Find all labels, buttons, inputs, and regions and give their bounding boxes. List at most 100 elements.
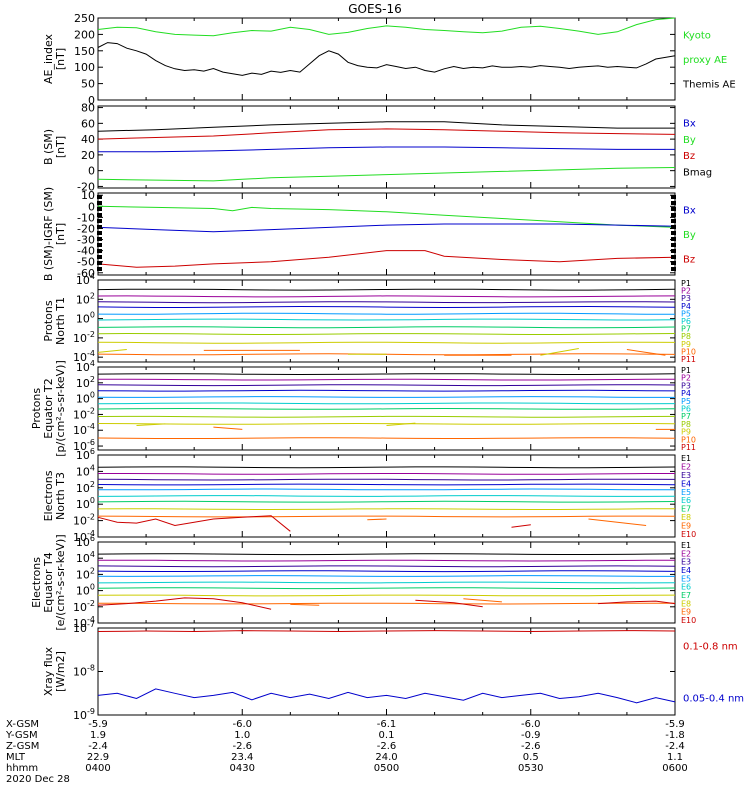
series-bdiff-2 bbox=[97, 250, 676, 268]
edge-marker-right bbox=[671, 207, 676, 211]
ytick-label-xray-1: 10-8 bbox=[73, 664, 95, 679]
legend-bdiff-1: By bbox=[683, 230, 696, 241]
legend-pn-9: P10 bbox=[681, 347, 696, 356]
legend-pe-2: P3 bbox=[681, 381, 691, 390]
edge-marker-right bbox=[671, 201, 676, 205]
channel-segment-ee-0 bbox=[97, 597, 272, 610]
legend-ae-2: Themis AE bbox=[682, 80, 736, 91]
edge-marker-left bbox=[97, 231, 102, 235]
ytick-label-en-0: 106 bbox=[76, 447, 95, 462]
edge-marker-right bbox=[671, 249, 676, 253]
legend-xray-1: 0.05-0.4 nm bbox=[683, 694, 744, 705]
series-bsm-2 bbox=[97, 128, 676, 140]
channel-line-en-7 bbox=[97, 508, 676, 511]
edge-marker-right bbox=[671, 243, 676, 247]
channel-segment-pe-0 bbox=[136, 423, 166, 426]
legend-bdiff-0: Bx bbox=[683, 205, 696, 216]
xaxis-value-0-1: -6.0 bbox=[232, 719, 252, 730]
channel-segment-ee-3 bbox=[463, 598, 502, 603]
channel-segment-en-0 bbox=[97, 515, 291, 532]
channel-line-ee-3 bbox=[97, 570, 676, 573]
channel-line-pn-8 bbox=[97, 341, 676, 344]
ylabel-xray: Xray flux[W/m2] bbox=[42, 646, 67, 696]
legend-en-1: E2 bbox=[681, 462, 691, 471]
channel-segment-pe-1 bbox=[213, 426, 243, 430]
ytick-label-ee-5: 10-4 bbox=[73, 615, 95, 630]
xaxis-value-3-4: 1.1 bbox=[667, 752, 683, 763]
ytick-label-bdiff-6: -50 bbox=[77, 256, 95, 269]
edge-marker-left bbox=[97, 201, 102, 205]
xaxis-row-label-1: Y-GSM bbox=[5, 730, 38, 741]
panel-frame-pn bbox=[97, 279, 676, 363]
ytick-label-ee-1: 104 bbox=[76, 550, 95, 565]
channel-line-ee-0 bbox=[97, 553, 676, 556]
series-bsm-3 bbox=[97, 121, 675, 132]
legend-pe-9: P10 bbox=[681, 435, 696, 444]
channel-segment-en-1 bbox=[367, 518, 387, 521]
channel-line-ee-8 bbox=[97, 602, 676, 605]
series-xray-0 bbox=[97, 630, 676, 633]
ytick-label-pn-1: 102 bbox=[76, 291, 95, 306]
edge-marker-left bbox=[97, 255, 102, 259]
xaxis-value-3-2: 24.0 bbox=[375, 752, 397, 763]
ytick-label-bsm-0: -20 bbox=[77, 180, 95, 193]
channel-line-en-5 bbox=[97, 495, 676, 497]
xaxis-value-2-0: -2.4 bbox=[88, 741, 108, 752]
xaxis-value-0-2: -6.1 bbox=[377, 719, 397, 730]
edge-marker-left bbox=[97, 267, 102, 271]
channel-segment-ee-4 bbox=[598, 600, 676, 605]
channel-line-pe-3 bbox=[97, 389, 676, 392]
ytick-label-bdiff-7: -60 bbox=[77, 267, 95, 280]
channel-line-en-4 bbox=[98, 488, 675, 491]
series-bdiff-0 bbox=[97, 205, 676, 228]
legend-pe-3: P4 bbox=[681, 389, 691, 398]
xaxis-value-4-4: 0600 bbox=[662, 763, 687, 774]
channel-segment-en-3 bbox=[588, 518, 647, 526]
xaxis-row-label-4: hhmm bbox=[6, 763, 38, 774]
edge-marker-right bbox=[671, 267, 676, 271]
edge-marker-left bbox=[97, 225, 102, 229]
legend-ee-8: E9 bbox=[681, 608, 691, 617]
ytick-label-pn-4: 10-4 bbox=[73, 349, 95, 364]
ytick-label-bdiff-5: -40 bbox=[77, 245, 95, 258]
legend-pe-4: P5 bbox=[681, 397, 691, 406]
xaxis-value-4-3: 0530 bbox=[518, 763, 543, 774]
legend-ae-0: Kyoto bbox=[683, 30, 711, 41]
legend-pe-6: P7 bbox=[681, 412, 691, 421]
legend-pn-5: P6 bbox=[681, 317, 691, 326]
ytick-label-ee-0: 106 bbox=[76, 534, 95, 549]
legend-bsm-0: Bx bbox=[683, 118, 696, 129]
channel-line-en-3 bbox=[97, 483, 676, 486]
legend-en-2: E3 bbox=[681, 471, 691, 480]
ytick-label-pe-4: 10-4 bbox=[73, 422, 95, 437]
channel-line-en-2 bbox=[97, 478, 676, 481]
ytick-label-pe-1: 102 bbox=[76, 375, 95, 390]
channel-line-pe-7 bbox=[97, 415, 676, 418]
panel-frame-bdiff bbox=[97, 192, 676, 276]
ylabel-bsm: B (SM)[nT] bbox=[42, 129, 67, 165]
ytick-label-bdiff-1: 0 bbox=[88, 200, 95, 213]
legend-en-9: E10 bbox=[681, 530, 696, 539]
legend-en-6: E7 bbox=[681, 505, 691, 514]
channel-segment-pn-4 bbox=[540, 348, 579, 356]
legend-en-7: E8 bbox=[681, 513, 691, 522]
legend-ee-2: E3 bbox=[681, 558, 691, 567]
legend-bsm-2: Bz bbox=[683, 151, 695, 162]
channel-line-pn-1 bbox=[97, 295, 676, 298]
channel-line-ee-4 bbox=[97, 575, 675, 577]
channel-line-pe-9 bbox=[97, 437, 676, 439]
edge-marker-right bbox=[671, 255, 676, 259]
legend-bsm-3: Bmag bbox=[683, 168, 712, 179]
xaxis-row-label-3: MLT bbox=[6, 752, 26, 763]
channel-line-pn-4 bbox=[97, 312, 675, 315]
ylabel-en: ElectronsNorth T3 bbox=[42, 470, 67, 521]
edge-marker-left bbox=[97, 237, 102, 241]
channel-line-pn-5 bbox=[97, 318, 676, 321]
channel-line-pe-4 bbox=[97, 396, 675, 398]
channel-segment-ee-2 bbox=[415, 599, 483, 608]
edge-marker-left bbox=[97, 207, 102, 211]
channel-line-pn-6 bbox=[97, 326, 676, 329]
xaxis-value-2-4: -2.4 bbox=[665, 741, 685, 752]
channel-line-en-0 bbox=[97, 466, 676, 469]
